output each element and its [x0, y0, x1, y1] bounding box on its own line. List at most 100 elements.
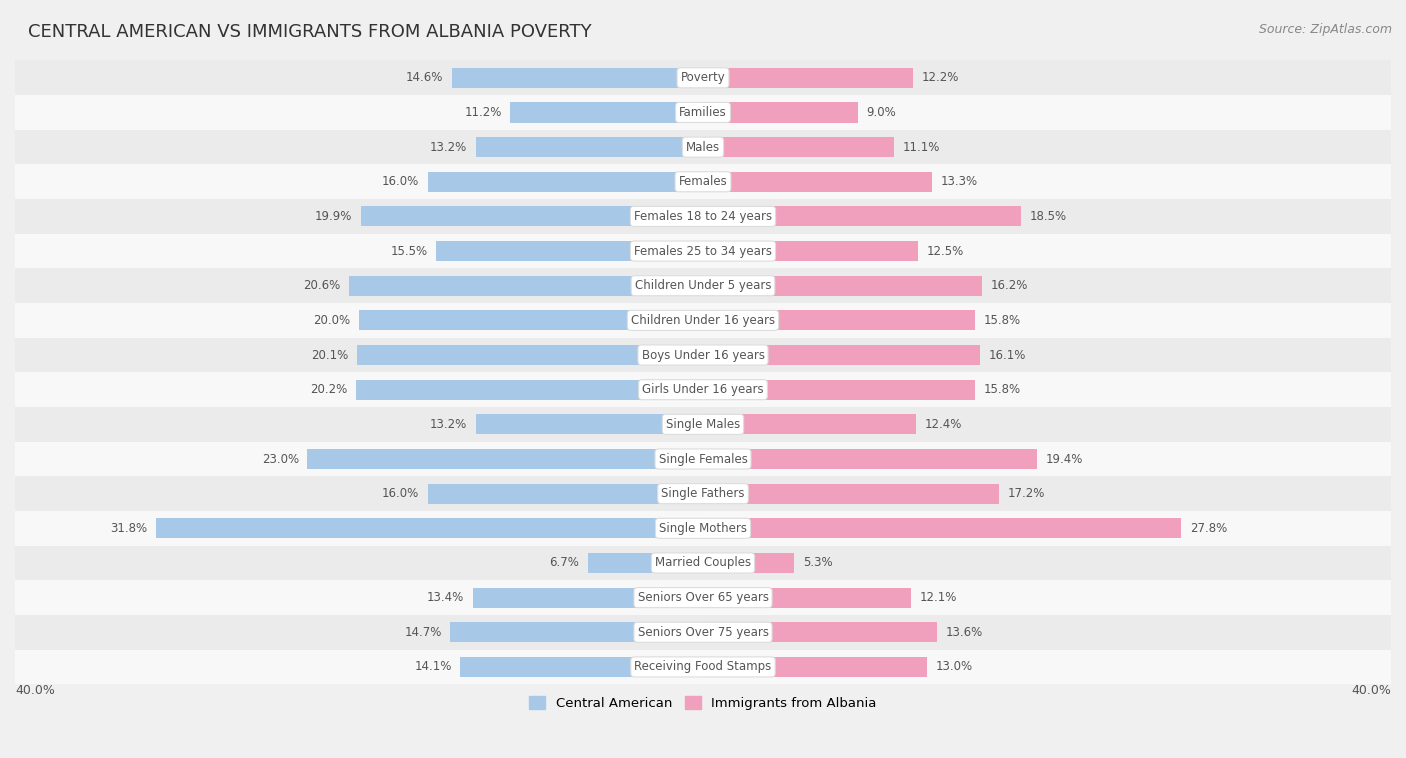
- Text: 5.3%: 5.3%: [803, 556, 832, 569]
- Text: Females: Females: [679, 175, 727, 188]
- Bar: [703, 484, 998, 504]
- Text: 14.6%: 14.6%: [406, 71, 443, 84]
- Text: 16.1%: 16.1%: [988, 349, 1026, 362]
- Bar: [703, 102, 858, 123]
- Text: Families: Families: [679, 106, 727, 119]
- Text: Married Couples: Married Couples: [655, 556, 751, 569]
- Text: 40.0%: 40.0%: [15, 684, 55, 697]
- Bar: [15, 615, 1391, 650]
- Bar: [703, 345, 980, 365]
- Text: 12.2%: 12.2%: [921, 71, 959, 84]
- Text: 11.2%: 11.2%: [464, 106, 502, 119]
- Text: 15.8%: 15.8%: [983, 384, 1021, 396]
- Text: 20.2%: 20.2%: [309, 384, 347, 396]
- Bar: [703, 518, 1181, 538]
- Bar: [703, 622, 936, 642]
- Text: 20.1%: 20.1%: [312, 349, 349, 362]
- Legend: Central American, Immigrants from Albania: Central American, Immigrants from Albani…: [524, 691, 882, 715]
- Text: 14.7%: 14.7%: [404, 626, 441, 639]
- Text: 13.2%: 13.2%: [430, 418, 467, 431]
- Text: 13.3%: 13.3%: [941, 175, 977, 188]
- Bar: [15, 372, 1391, 407]
- Text: 16.0%: 16.0%: [382, 487, 419, 500]
- Bar: [703, 172, 932, 192]
- Text: 19.4%: 19.4%: [1045, 453, 1083, 465]
- Bar: [703, 276, 981, 296]
- Bar: [477, 137, 703, 157]
- Bar: [15, 581, 1391, 615]
- Text: 18.5%: 18.5%: [1029, 210, 1067, 223]
- Bar: [427, 172, 703, 192]
- Bar: [15, 338, 1391, 372]
- Text: Single Females: Single Females: [658, 453, 748, 465]
- Bar: [15, 130, 1391, 164]
- Bar: [703, 310, 974, 330]
- Bar: [15, 96, 1391, 130]
- Text: 9.0%: 9.0%: [866, 106, 896, 119]
- Bar: [15, 303, 1391, 338]
- Text: 20.0%: 20.0%: [314, 314, 350, 327]
- Text: 6.7%: 6.7%: [550, 556, 579, 569]
- Bar: [15, 650, 1391, 684]
- Bar: [703, 206, 1021, 227]
- Bar: [15, 268, 1391, 303]
- Text: Single Males: Single Males: [666, 418, 740, 431]
- Bar: [427, 484, 703, 504]
- Bar: [461, 657, 703, 677]
- Text: 27.8%: 27.8%: [1189, 522, 1227, 535]
- Bar: [156, 518, 703, 538]
- Bar: [703, 587, 911, 608]
- Bar: [15, 164, 1391, 199]
- Text: Males: Males: [686, 141, 720, 154]
- Text: 19.9%: 19.9%: [315, 210, 352, 223]
- Text: 12.1%: 12.1%: [920, 591, 957, 604]
- Bar: [308, 449, 703, 469]
- Bar: [703, 657, 927, 677]
- Text: 31.8%: 31.8%: [110, 522, 148, 535]
- Bar: [703, 449, 1036, 469]
- Bar: [510, 102, 703, 123]
- Text: 14.1%: 14.1%: [415, 660, 451, 673]
- Bar: [359, 310, 703, 330]
- Bar: [15, 407, 1391, 442]
- Bar: [15, 546, 1391, 581]
- Bar: [15, 233, 1391, 268]
- Bar: [450, 622, 703, 642]
- Text: 12.5%: 12.5%: [927, 245, 965, 258]
- Bar: [472, 587, 703, 608]
- Text: 15.5%: 15.5%: [391, 245, 427, 258]
- Bar: [15, 199, 1391, 233]
- Text: Females 25 to 34 years: Females 25 to 34 years: [634, 245, 772, 258]
- Bar: [703, 380, 974, 399]
- Text: Seniors Over 75 years: Seniors Over 75 years: [637, 626, 769, 639]
- Text: 20.6%: 20.6%: [302, 279, 340, 293]
- Bar: [15, 511, 1391, 546]
- Bar: [703, 137, 894, 157]
- Text: Single Mothers: Single Mothers: [659, 522, 747, 535]
- Bar: [15, 61, 1391, 96]
- Bar: [451, 67, 703, 88]
- Text: Receiving Food Stamps: Receiving Food Stamps: [634, 660, 772, 673]
- Text: Single Fathers: Single Fathers: [661, 487, 745, 500]
- Bar: [15, 476, 1391, 511]
- Text: 40.0%: 40.0%: [1351, 684, 1391, 697]
- Bar: [436, 241, 703, 261]
- Text: Females 18 to 24 years: Females 18 to 24 years: [634, 210, 772, 223]
- Bar: [703, 553, 794, 573]
- Text: 12.4%: 12.4%: [925, 418, 962, 431]
- Bar: [703, 67, 912, 88]
- Text: 13.6%: 13.6%: [945, 626, 983, 639]
- Text: 13.0%: 13.0%: [935, 660, 973, 673]
- Bar: [356, 380, 703, 399]
- Bar: [477, 415, 703, 434]
- Text: 15.8%: 15.8%: [983, 314, 1021, 327]
- Text: 11.1%: 11.1%: [903, 141, 939, 154]
- Text: 13.2%: 13.2%: [430, 141, 467, 154]
- Bar: [361, 206, 703, 227]
- Bar: [588, 553, 703, 573]
- Text: Children Under 16 years: Children Under 16 years: [631, 314, 775, 327]
- Text: Boys Under 16 years: Boys Under 16 years: [641, 349, 765, 362]
- Text: 16.0%: 16.0%: [382, 175, 419, 188]
- Text: 17.2%: 17.2%: [1008, 487, 1045, 500]
- Text: Girls Under 16 years: Girls Under 16 years: [643, 384, 763, 396]
